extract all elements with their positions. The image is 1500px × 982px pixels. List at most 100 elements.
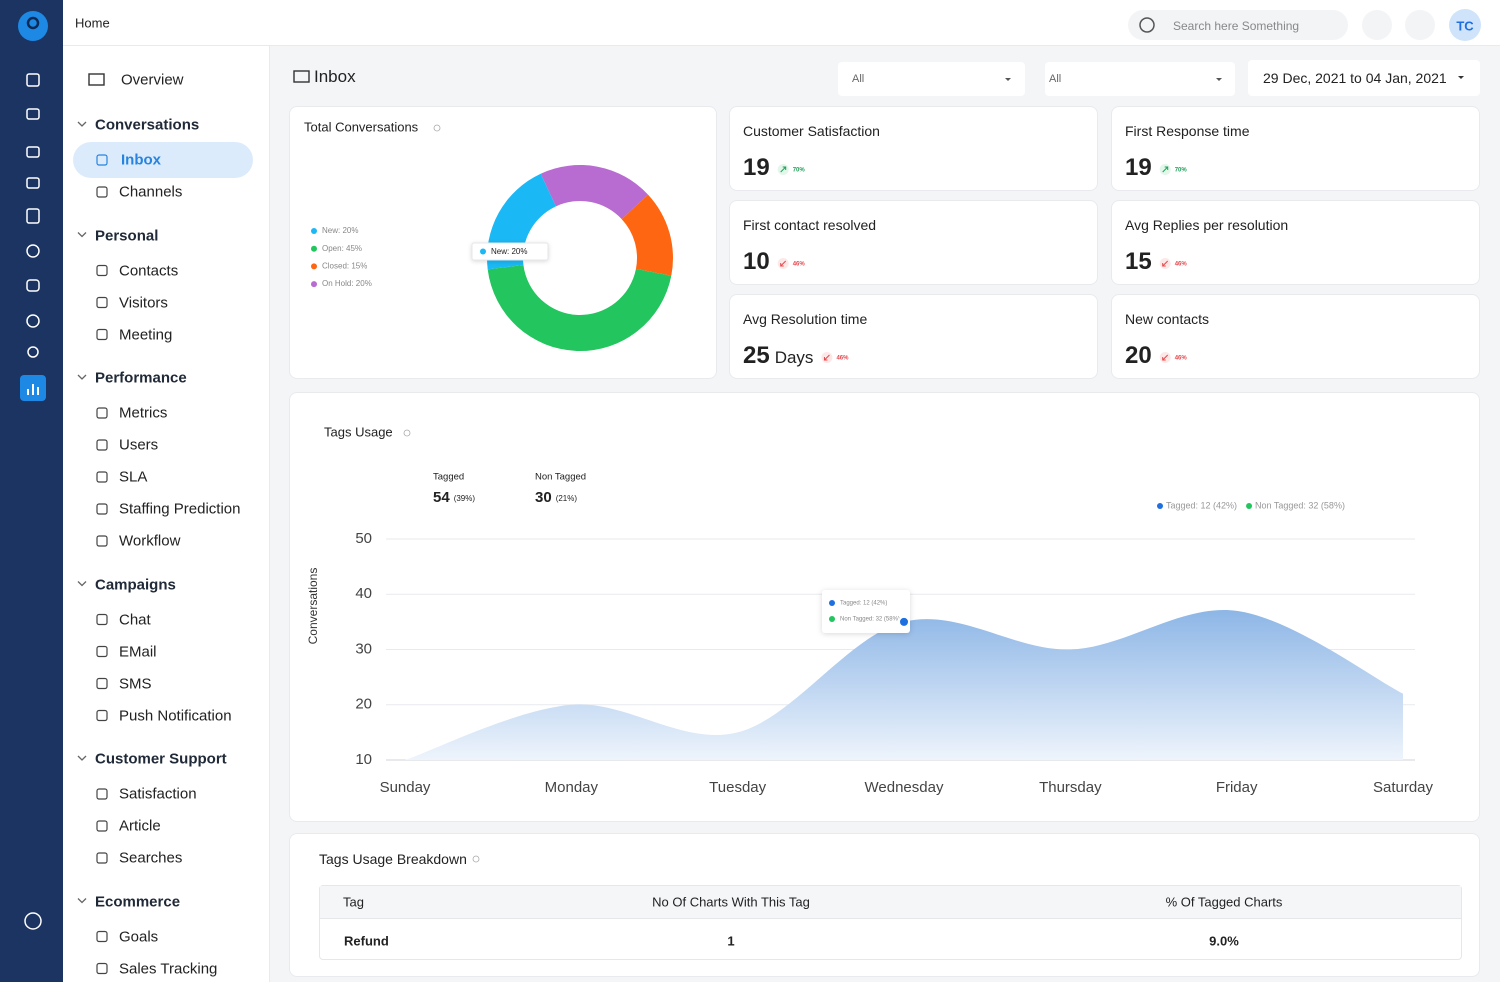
table-header: % Of Tagged Charts — [1165, 894, 1283, 910]
nav-section[interactable]: Ecommerce — [95, 893, 181, 910]
metric-value: 10 — [743, 248, 770, 275]
x-tick-label: Saturday — [1373, 779, 1434, 796]
tooltip-label: Non Tagged: 32 (58%) — [840, 617, 900, 623]
tooltip-label: Tagged: 12 (42%) — [840, 601, 887, 607]
y-tick-label: 10 — [355, 751, 372, 768]
nav-item[interactable]: Meeting — [119, 326, 173, 343]
nav-icon — [96, 820, 108, 832]
date-picker[interactable] — [1248, 60, 1480, 96]
nav-icon — [96, 788, 108, 800]
nav-icon — [96, 535, 108, 547]
nav-item[interactable]: Contacts — [119, 262, 179, 279]
legend-dot — [1246, 503, 1253, 509]
page-title: Inbox — [314, 67, 356, 86]
rail-icon[interactable] — [26, 73, 40, 87]
bell-button[interactable] — [1362, 10, 1392, 40]
nav-item[interactable]: Channels — [119, 183, 183, 201]
nav-icon — [96, 503, 108, 515]
metric-label: Avg Replies per resolution — [1125, 217, 1289, 233]
legend-label: Non Tagged: 32 (58%) — [1255, 500, 1345, 510]
caret — [1005, 78, 1011, 81]
summary-label: Non Tagged — [535, 472, 586, 483]
chevron — [77, 121, 87, 127]
tooltip-dot — [829, 616, 835, 622]
search-box[interactable] — [1128, 10, 1348, 40]
x-tick-label: Thursday — [1039, 779, 1102, 796]
rail-icon[interactable] — [26, 244, 40, 258]
nav-section[interactable]: Performance — [95, 369, 187, 387]
rail-icon[interactable] — [26, 314, 40, 328]
info-icon — [403, 429, 411, 437]
metric-value: 20 — [1125, 342, 1152, 369]
metric-label: Customer Satisfaction — [743, 123, 880, 139]
nav-item[interactable]: Inbox — [121, 151, 161, 169]
nav-item[interactable]: Chat — [119, 611, 151, 628]
nav-item[interactable]: Users — [119, 436, 159, 454]
date-range[interactable]: 29 Dec, 2021 to 04 Jan, 2021 — [1263, 70, 1447, 86]
nav-item[interactable]: Goals — [119, 928, 159, 945]
rail-icon — [27, 384, 39, 395]
nav-section[interactable]: Campaigns — [95, 576, 176, 593]
filter[interactable] — [838, 62, 1025, 96]
highlight-point — [898, 615, 910, 628]
rail — [0, 0, 63, 982]
rail-icon[interactable] — [26, 177, 40, 189]
chevron — [77, 374, 87, 380]
rail-icon[interactable] — [26, 146, 40, 158]
rail-icon[interactable] — [26, 279, 40, 292]
metric-label: First contact resolved — [743, 217, 877, 233]
feed-button[interactable] — [1405, 10, 1435, 40]
nav-section[interactable]: Customer Support — [95, 750, 227, 768]
x-tick-label: Friday — [1216, 779, 1258, 796]
tooltip — [471, 242, 549, 261]
nav-item[interactable]: Satisfaction — [119, 785, 197, 803]
nav-item[interactable]: Article — [119, 817, 161, 835]
metric-label: First Response time — [1125, 123, 1250, 139]
y-tick-label: 40 — [355, 585, 372, 602]
y-axis-label: Conversations — [306, 568, 320, 645]
search-placeholder[interactable]: Search here Something — [1173, 19, 1300, 33]
legend-label: Open: 45% — [322, 244, 362, 253]
x-tick-label: Monday — [545, 779, 599, 796]
nav-item[interactable]: Searches — [119, 849, 183, 867]
trend-change: 46% — [1175, 262, 1188, 268]
nav-icon — [96, 407, 108, 419]
caret — [1458, 76, 1464, 79]
avatar[interactable] — [1449, 9, 1481, 41]
chart-title: Total Conversations — [304, 119, 419, 134]
metric-card — [1111, 200, 1480, 285]
nav-item[interactable]: SLA — [119, 468, 148, 486]
nav-item[interactable]: Metrics — [119, 404, 168, 422]
filter[interactable] — [1045, 62, 1235, 96]
rail-icon[interactable] — [27, 346, 39, 358]
nav-section[interactable]: Personal — [95, 227, 159, 244]
table-cell: 1 — [727, 933, 735, 949]
nav-item[interactable]: Visitors — [119, 294, 168, 311]
nav-item[interactable]: Staffing Prediction — [119, 500, 241, 518]
nav-icon — [96, 186, 108, 198]
summary-value: 30 — [535, 489, 552, 506]
caret — [1216, 78, 1222, 81]
tooltip — [822, 590, 910, 633]
logo[interactable] — [18, 11, 48, 41]
trend-arrow — [780, 260, 787, 267]
nav-item[interactable]: Overview — [121, 71, 184, 89]
nav-section[interactable]: Conversations — [95, 116, 200, 134]
legend-dot — [311, 281, 317, 288]
summary-label: Tagged — [433, 472, 464, 483]
chevron — [77, 581, 87, 587]
settings-icon[interactable] — [24, 912, 42, 930]
nav-item[interactable]: EMail — [119, 643, 157, 660]
rail-icon[interactable] — [26, 208, 40, 224]
metric-card — [729, 294, 1098, 379]
nav-item[interactable]: Workflow — [119, 532, 181, 550]
filter-value[interactable]: All — [1049, 73, 1062, 85]
table-title: Tags Usage Breakdown — [319, 851, 467, 867]
filter-value[interactable]: All — [852, 73, 865, 85]
nav-item[interactable]: Sales Tracking — [119, 960, 218, 977]
nav-item[interactable]: SMS — [119, 675, 152, 692]
avatar-text[interactable]: TC — [1456, 18, 1474, 34]
nav-item[interactable]: Push Notification — [119, 707, 232, 724]
rail-icon[interactable] — [26, 108, 40, 120]
trend-change: 46% — [1175, 356, 1188, 362]
